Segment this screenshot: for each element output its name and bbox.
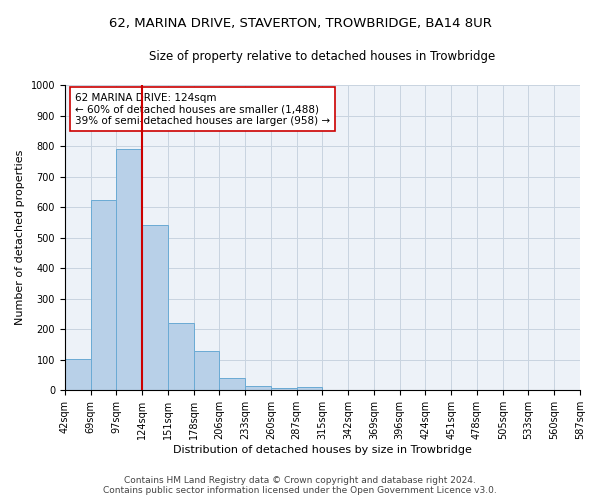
Bar xyxy=(116,149,142,390)
Bar xyxy=(142,226,168,390)
Text: Contains HM Land Registry data © Crown copyright and database right 2024.
Contai: Contains HM Land Registry data © Crown c… xyxy=(103,476,497,495)
Title: Size of property relative to detached houses in Trowbridge: Size of property relative to detached ho… xyxy=(149,50,496,63)
Bar xyxy=(194,350,220,391)
Text: 62 MARINA DRIVE: 124sqm
← 60% of detached houses are smaller (1,488)
39% of semi: 62 MARINA DRIVE: 124sqm ← 60% of detache… xyxy=(75,92,330,126)
Bar xyxy=(65,359,91,390)
Bar xyxy=(220,378,245,390)
Bar xyxy=(168,323,194,390)
Text: 62, MARINA DRIVE, STAVERTON, TROWBRIDGE, BA14 8UR: 62, MARINA DRIVE, STAVERTON, TROWBRIDGE,… xyxy=(109,18,491,30)
Bar xyxy=(245,386,271,390)
Bar xyxy=(296,388,322,390)
X-axis label: Distribution of detached houses by size in Trowbridge: Distribution of detached houses by size … xyxy=(173,445,472,455)
Bar xyxy=(91,200,116,390)
Bar xyxy=(271,388,296,390)
Y-axis label: Number of detached properties: Number of detached properties xyxy=(15,150,25,326)
